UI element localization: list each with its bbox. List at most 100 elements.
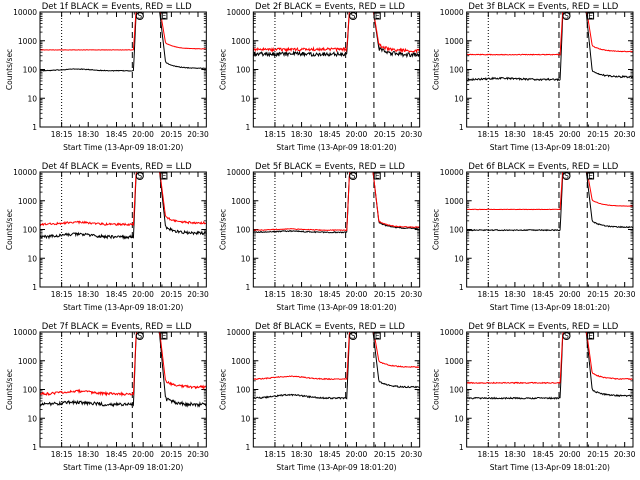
y-tick-label: 10000: [226, 168, 250, 177]
y-tick-label: 1000: [445, 357, 464, 366]
x-tick-label: 20:30: [401, 450, 423, 459]
x-tick-label: 20:00: [132, 130, 154, 139]
y-axis-label: Counts/sec: [432, 209, 441, 250]
start-marker-label: S: [351, 332, 356, 341]
plot-frame: [39, 171, 207, 288]
y-tick-label: 10: [454, 94, 464, 103]
y-axis-label: Counts/sec: [5, 369, 14, 410]
y-tick-label: 10000: [440, 168, 464, 177]
plot-frame: [466, 171, 634, 288]
plot-frame: [252, 171, 421, 288]
x-tick-label: 20:00: [132, 290, 154, 299]
y-tick-label: 1: [459, 443, 464, 452]
events-series-line: [252, 331, 420, 400]
x-tick-label: 18:15: [477, 450, 499, 459]
panel-title: Det 8f BLACK = Events, RED = LLD: [255, 322, 405, 332]
detector-panel-5: Det 5f BLACK = Events, RED = LLD Counts/s…: [218, 162, 422, 312]
y-tick-label: 10: [241, 254, 251, 263]
detector-panel-2: Det 2f BLACK = Events, RED = LLD Counts/s…: [218, 2, 422, 152]
x-axis-label: Start Time (13-Apr-09 18:01:20): [490, 303, 610, 312]
y-tick-label: 10000: [440, 328, 464, 337]
plot-frame: [466, 11, 634, 128]
lld-series-line: [253, 171, 420, 232]
events-series-line: [39, 11, 207, 72]
y-axis-label: Counts/sec: [218, 49, 227, 90]
y-tick-label: 10: [27, 94, 37, 103]
y-tick-label: 10000: [226, 8, 250, 17]
x-tick-label: 20:15: [161, 450, 183, 459]
y-tick-label: 100: [449, 386, 464, 395]
end-marker-icon: [373, 172, 381, 180]
y-tick-label: 10000: [13, 328, 37, 337]
x-tick-label: 18:45: [319, 130, 341, 139]
y-tick-label: 1: [32, 283, 37, 292]
x-tick-label: 20:00: [559, 450, 581, 459]
y-tick-label: 1: [459, 123, 464, 132]
x-tick-label: 20:30: [187, 450, 209, 459]
end-marker-icon: [587, 12, 595, 20]
x-axis-label: Start Time (13-Apr-09 18:01:20): [490, 463, 610, 472]
start-marker-label: S: [351, 172, 356, 181]
y-tick-label: 100: [236, 66, 251, 75]
x-tick-label: 18:45: [106, 290, 128, 299]
x-tick-label: 20:30: [401, 130, 423, 139]
events-series-line: [252, 171, 420, 234]
events-series-line: [466, 11, 634, 82]
x-tick-label: 20:30: [401, 290, 423, 299]
plot-frame: [252, 331, 421, 448]
end-marker-label: E: [588, 172, 593, 181]
x-tick-label: 18:30: [77, 290, 99, 299]
end-marker-icon: [160, 12, 168, 20]
y-axis-label: Counts/sec: [5, 49, 14, 90]
x-tick-label: 18:45: [319, 290, 341, 299]
events-series-line: [466, 171, 634, 232]
x-tick-label: 18:15: [264, 450, 286, 459]
x-tick-label: 20:30: [614, 450, 636, 459]
end-marker-icon: [373, 12, 381, 20]
start-marker-label: S: [564, 12, 569, 21]
end-marker-label: E: [375, 172, 380, 181]
events-series-line: [39, 331, 207, 408]
y-tick-label: 100: [23, 386, 38, 395]
y-tick-label: 1000: [231, 357, 250, 366]
detector-panel-4: Det 4f BLACK = Events, RED = LLD Counts/s…: [5, 162, 209, 312]
panel-title: Det 6f BLACK = Events, RED = LLD: [468, 162, 618, 172]
events-series-line: [252, 11, 420, 59]
plot-frame: [252, 11, 421, 128]
panel-title: Det 9f BLACK = Events, RED = LLD: [468, 322, 618, 332]
panel-title: Det 7f BLACK = Events, RED = LLD: [42, 322, 192, 332]
start-marker-label: S: [564, 332, 569, 341]
x-tick-label: 18:30: [291, 290, 313, 299]
x-tick-label: 20:30: [187, 290, 209, 299]
lld-series-line: [253, 331, 420, 381]
events-series-line: [39, 171, 207, 240]
x-tick-label: 18:45: [319, 450, 341, 459]
lld-series-line: [466, 171, 634, 211]
lld-series-line: [39, 331, 207, 397]
x-axis-label: Start Time (13-Apr-09 18:01:20): [63, 463, 183, 472]
y-tick-label: 1: [246, 123, 251, 132]
x-tick-label: 18:15: [51, 130, 73, 139]
start-marker-label: S: [137, 12, 142, 21]
x-tick-label: 20:15: [374, 290, 396, 299]
x-axis-label: Start Time (13-Apr-09 18:01:20): [276, 303, 396, 312]
end-marker-label: E: [588, 12, 593, 21]
x-tick-label: 18:30: [504, 290, 526, 299]
y-tick-label: 10: [454, 414, 464, 423]
y-axis-label: Counts/sec: [5, 209, 14, 250]
x-axis-label: Start Time (13-Apr-09 18:01:20): [276, 463, 396, 472]
plot-frame: [466, 331, 634, 448]
y-axis-label: Counts/sec: [432, 49, 441, 90]
events-series-line: [466, 331, 634, 400]
x-tick-label: 18:45: [106, 130, 128, 139]
panel-title: Det 2f BLACK = Events, RED = LLD: [255, 2, 405, 12]
end-marker-icon: [160, 332, 168, 340]
x-axis-label: Start Time (13-Apr-09 18:01:20): [490, 143, 610, 152]
y-tick-label: 100: [449, 226, 464, 235]
y-tick-label: 100: [23, 66, 38, 75]
detector-panel-1: Det 1f BLACK = Events, RED = LLD Counts/s…: [5, 2, 209, 152]
y-axis-label: Counts/sec: [218, 369, 227, 410]
panel-title: Det 1f BLACK = Events, RED = LLD: [42, 2, 192, 12]
y-tick-label: 1: [459, 283, 464, 292]
x-tick-label: 20:00: [346, 450, 368, 459]
